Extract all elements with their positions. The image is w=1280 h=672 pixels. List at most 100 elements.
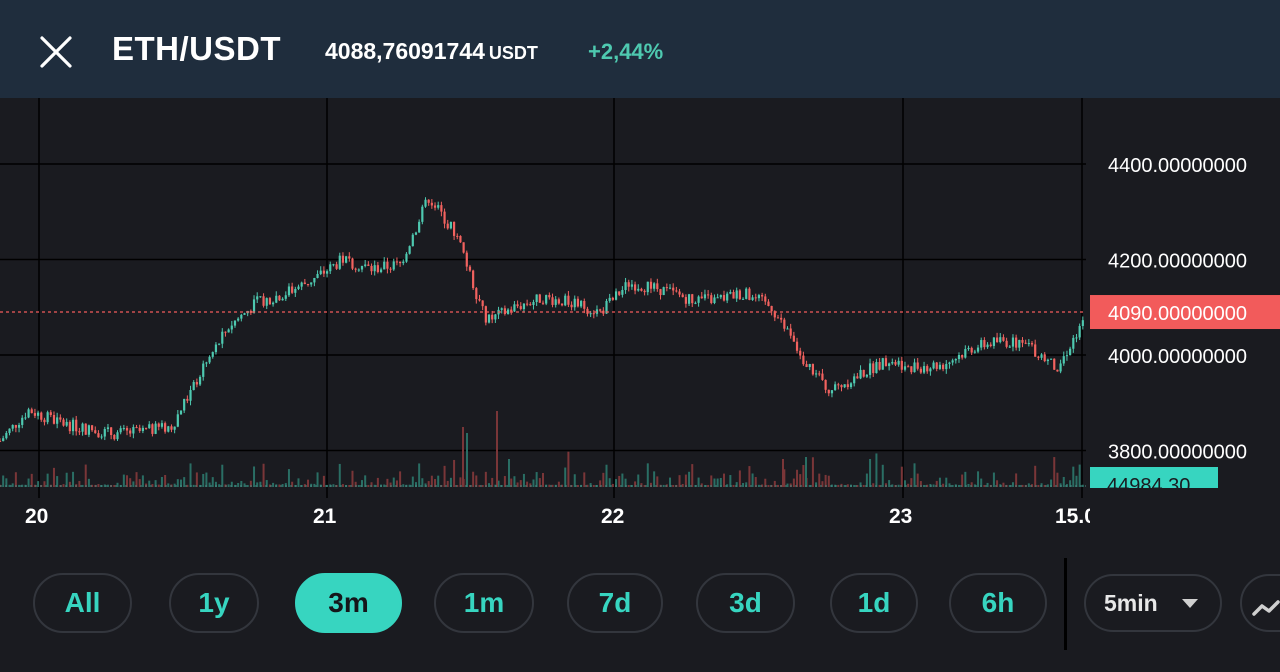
candle [164, 423, 167, 432]
range-button-1m[interactable]: 1m [434, 573, 534, 633]
candle [5, 432, 8, 439]
price-change: +2,44% [588, 39, 664, 64]
candle [21, 417, 24, 425]
candle [211, 352, 214, 357]
candle [1024, 342, 1027, 344]
candle [81, 423, 84, 432]
volume-bar [157, 484, 160, 487]
candle [675, 290, 678, 292]
candle [205, 362, 208, 364]
volume-bar [681, 483, 684, 487]
candle [354, 268, 357, 270]
range-button-7d[interactable]: 7d [567, 573, 663, 633]
candle [433, 205, 437, 208]
candle [865, 374, 868, 377]
candlestick-chart[interactable]: 4400.00000000 4200.00000000 4000.00000000 3… [0, 98, 1280, 540]
volume-bar [1034, 465, 1037, 487]
volume-bar [466, 433, 468, 487]
volume-bar [738, 470, 741, 487]
volume-bar [332, 484, 335, 487]
candle [697, 296, 700, 303]
candle [783, 319, 786, 329]
candle [303, 282, 306, 284]
candle [345, 256, 348, 263]
volume-bar [713, 478, 716, 487]
candle [957, 354, 961, 360]
x-axis-label: 22 [601, 505, 624, 528]
volume-bar [272, 482, 275, 487]
range-button-3m[interactable]: 3m [295, 573, 402, 633]
candle [932, 362, 935, 369]
range-button-all[interactable]: All [33, 573, 132, 633]
candle [614, 291, 618, 300]
candle [94, 430, 97, 434]
candle [856, 376, 859, 379]
candle [573, 298, 576, 308]
range-button-6h[interactable]: 6h [949, 573, 1047, 633]
close-icon[interactable] [36, 32, 76, 72]
volume-bar [383, 484, 386, 487]
volume-bar [589, 483, 592, 487]
candle [545, 295, 548, 304]
volume-bar [945, 477, 948, 487]
volume-bar [649, 482, 652, 487]
candle [465, 252, 468, 267]
last-price: 4088,76091744 USDT [325, 38, 538, 65]
range-button-1d[interactable]: 1d [830, 573, 918, 633]
candle [888, 363, 891, 366]
candle [929, 368, 932, 372]
volume-bar [78, 480, 81, 487]
volume-bar [932, 484, 935, 487]
volume-bar [297, 478, 300, 487]
volume-bar [418, 463, 421, 487]
candle [1046, 359, 1049, 362]
candle [148, 424, 151, 429]
volume-bar [608, 478, 611, 487]
range-button-3d[interactable]: 3d [696, 573, 795, 633]
y-axis-label: 4000.00000000 [1108, 346, 1247, 368]
volume-bar [437, 475, 440, 487]
volume-bar [700, 483, 703, 487]
volume-bar [935, 480, 938, 487]
candle [487, 314, 491, 323]
volume-bar [386, 478, 389, 487]
volume-bar [605, 464, 608, 487]
candle [719, 295, 722, 298]
volume-bar [748, 466, 751, 487]
candle [294, 289, 297, 293]
candle [90, 425, 94, 431]
candle [710, 295, 713, 304]
candle [424, 199, 427, 207]
volume-bar [414, 482, 417, 487]
candle [287, 286, 291, 296]
candle [179, 410, 183, 415]
volume-bar [637, 474, 640, 487]
candle [383, 261, 386, 270]
volume-bar [783, 469, 786, 487]
price-chart[interactable]: 4400.00000000 4200.00000000 4000.00000000 3… [0, 98, 1280, 538]
volume-bar [621, 473, 624, 487]
candle [1027, 343, 1030, 345]
candle [141, 427, 144, 431]
volume-bar [723, 473, 725, 487]
volume-bar [742, 482, 745, 487]
volume-bar [624, 478, 627, 487]
candle [764, 296, 767, 302]
candle [71, 419, 75, 432]
candle [506, 309, 510, 314]
candle [202, 363, 205, 377]
volume-bar [865, 473, 868, 487]
candle [630, 284, 634, 287]
volume-bar [586, 484, 589, 487]
candle [437, 205, 440, 208]
volume-bar [427, 481, 430, 487]
chart-type-button[interactable] [1240, 574, 1280, 632]
range-button-1y[interactable]: 1y [169, 573, 259, 633]
volume-bar [478, 484, 481, 487]
volume-bar [710, 475, 713, 487]
volume-bar [370, 482, 373, 487]
candle [78, 431, 81, 433]
candle [351, 258, 354, 269]
candle [56, 417, 59, 424]
interval-select[interactable]: 5min [1084, 574, 1222, 632]
